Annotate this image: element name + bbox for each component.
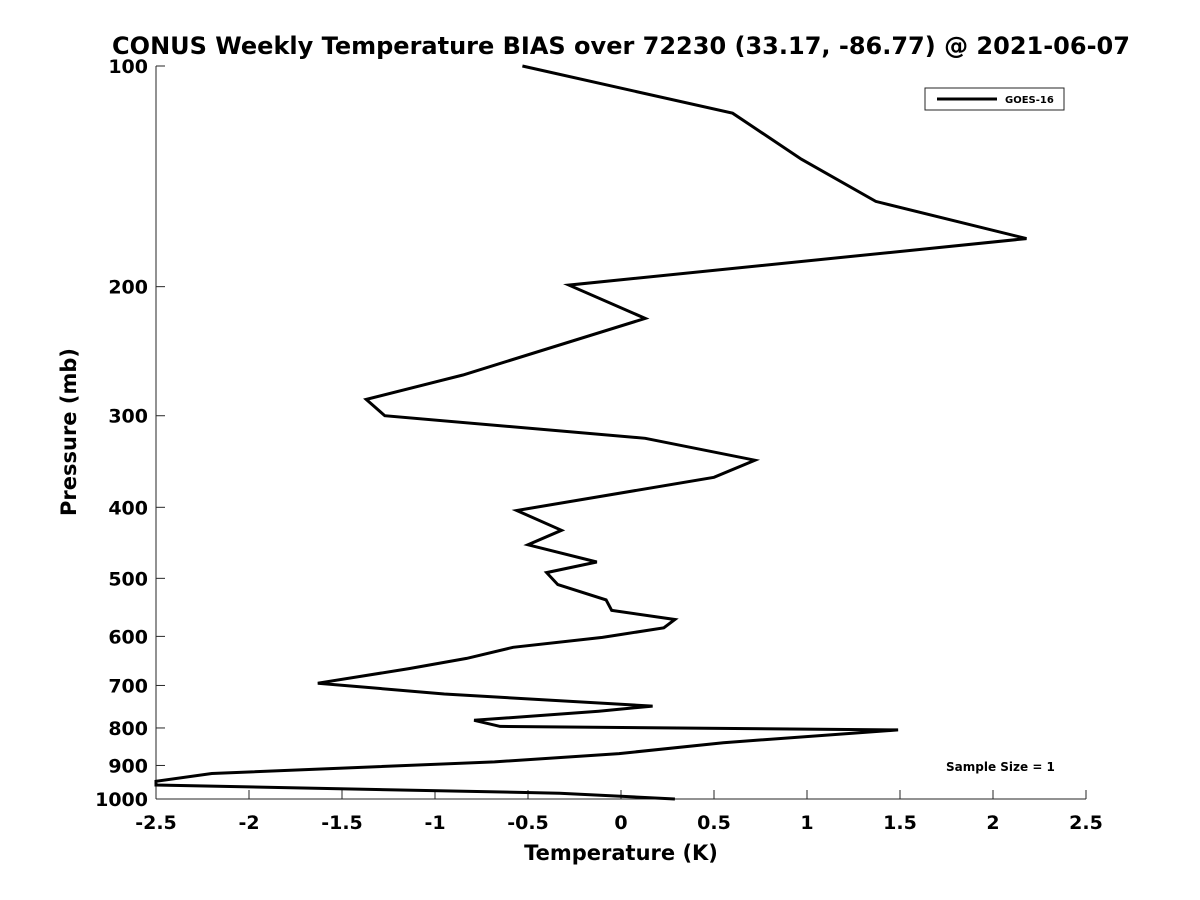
- x-axis-label: Temperature (K): [524, 841, 718, 865]
- y-tick-label: 200: [108, 277, 148, 299]
- y-tick-label: 900: [108, 755, 148, 777]
- y-tick-label: 400: [108, 497, 148, 519]
- x-tick-label: 1.5: [883, 812, 917, 834]
- series-layer: [154, 64, 1027, 801]
- y-tick-label: 500: [108, 568, 148, 590]
- x-tick-label: 2: [986, 812, 999, 834]
- y-tick-label: 600: [108, 626, 148, 648]
- x-tick-label: 0: [614, 812, 627, 834]
- y-axis: 100 200 300 400 500 600 700 800 900 1000: [95, 56, 165, 811]
- x-tick-label: -2.5: [135, 812, 177, 834]
- y-tick-label: 1000: [95, 789, 148, 811]
- y-axis-label: Pressure (mb): [57, 348, 81, 516]
- x-tick-label: -2: [238, 812, 259, 834]
- sample-size-note: Sample Size = 1: [946, 760, 1055, 774]
- x-tick-label: -1: [424, 812, 445, 834]
- series-line-0: [154, 64, 1027, 801]
- y-tick-label: 100: [108, 56, 148, 78]
- y-tick-label: 700: [108, 675, 148, 697]
- legend: GOES-16: [924, 87, 1065, 111]
- legend-label: GOES-16: [1005, 95, 1054, 106]
- x-tick-label: 0.5: [697, 812, 731, 834]
- x-tick-label: -1.5: [321, 812, 363, 834]
- x-axis: -2.5 -2 -1.5 -1 -0.5 0 0.5 1 1.5 2 2.5: [135, 790, 1103, 834]
- chart-title: CONUS Weekly Temperature BIAS over 72230…: [112, 32, 1130, 60]
- x-tick-label: 1: [800, 812, 813, 834]
- x-tick-label: -0.5: [507, 812, 549, 834]
- y-tick-label: 300: [108, 406, 148, 428]
- y-tick-label: 800: [108, 718, 148, 740]
- x-tick-label: 2.5: [1069, 812, 1103, 834]
